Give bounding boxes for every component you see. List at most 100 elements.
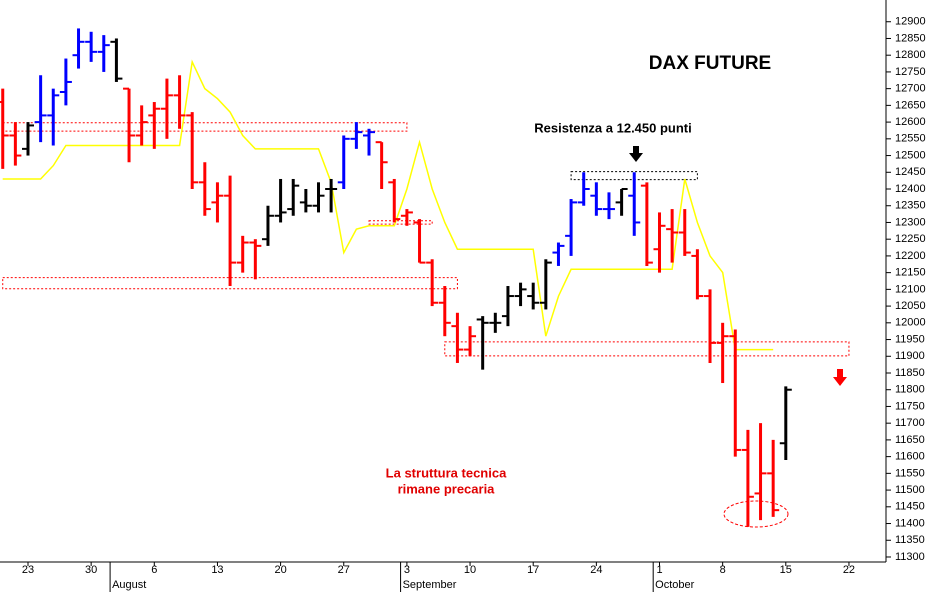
annotation: La struttura tecnica xyxy=(386,465,507,480)
ohlc-bar xyxy=(135,105,148,146)
ohlc-bar xyxy=(779,386,792,460)
ohlc-bar xyxy=(123,87,136,163)
indicator-line xyxy=(2,59,774,351)
resistance-zone xyxy=(368,220,433,225)
annotation: rimane precaria xyxy=(398,481,496,496)
arrow xyxy=(629,146,643,162)
y-tick-label: 12050 xyxy=(895,300,926,312)
ohlc-bar xyxy=(261,205,274,246)
y-tick-label: 12900 xyxy=(895,16,926,28)
ohlc-bar xyxy=(337,135,350,190)
ohlc-bar xyxy=(249,239,262,280)
ohlc-bar xyxy=(451,312,464,363)
y-tick-label: 12800 xyxy=(895,49,926,61)
y-tick-label: 11650 xyxy=(895,434,925,446)
ohlc-bar xyxy=(72,28,85,69)
y-tick-label: 12100 xyxy=(895,283,926,295)
x-tick-label: 20 xyxy=(274,564,286,576)
ohlc-bar xyxy=(22,122,34,156)
ohlc-bar xyxy=(325,178,338,213)
y-tick-label: 11700 xyxy=(895,417,925,429)
y-tick-label: 12750 xyxy=(895,66,926,78)
ohlc-bar xyxy=(198,162,211,216)
ohlc-bar xyxy=(666,209,679,263)
y-tick-label: 11900 xyxy=(895,350,925,362)
ohlc-bar xyxy=(704,289,717,363)
ohlc-bar xyxy=(211,182,224,223)
ohlc-bar xyxy=(173,75,186,129)
x-tick-label: 22 xyxy=(843,564,855,576)
y-tick-label: 12850 xyxy=(895,32,926,44)
y-tick-label: 12350 xyxy=(895,200,926,212)
ohlc-bar xyxy=(148,102,161,149)
ohlc-bar xyxy=(464,326,477,357)
chart-title: DAX FUTURE xyxy=(649,53,771,74)
x-tick-label: 13 xyxy=(211,564,223,576)
x-tick-label: 8 xyxy=(720,564,726,576)
y-tick-label: 12300 xyxy=(895,216,926,228)
ohlc-bar xyxy=(489,312,502,333)
ohlc-bar xyxy=(388,178,401,223)
y-tick-label: 12650 xyxy=(895,99,926,111)
annotation: Resistenza a 12.450 punti xyxy=(534,120,692,135)
ohlc-bar xyxy=(236,235,249,273)
ohlc-bar xyxy=(565,199,578,256)
ohlc-bar xyxy=(653,212,666,273)
ohlc-bar xyxy=(363,128,376,156)
y-tick-label: 12250 xyxy=(895,233,926,245)
ohlc-bar xyxy=(59,58,72,106)
month-label: August xyxy=(112,579,146,591)
ohlc-bar xyxy=(299,189,312,213)
ohlc-bar xyxy=(590,182,603,216)
ohlc-bar xyxy=(767,439,780,517)
y-tick-label: 11750 xyxy=(895,400,925,412)
ohlc-bar xyxy=(716,322,729,384)
ohlc-bar xyxy=(186,112,199,190)
resistance-zone xyxy=(2,277,458,290)
y-tick-label: 12600 xyxy=(895,116,926,128)
x-tick-label: 6 xyxy=(151,564,157,576)
ohlc-bar xyxy=(438,286,451,337)
y-tick-label: 11500 xyxy=(895,484,925,496)
ohlc-bar xyxy=(539,259,552,310)
y-tick-label: 12000 xyxy=(895,317,926,329)
ohlc-bar xyxy=(0,88,9,169)
ohlc-bar xyxy=(615,188,628,216)
ohlc-bar xyxy=(375,141,388,190)
ohlc-bar xyxy=(678,209,691,256)
y-tick-label: 12400 xyxy=(895,183,926,195)
ohlc-bar xyxy=(691,249,704,300)
ohlc-bar xyxy=(577,172,590,206)
ohlc-bar xyxy=(476,316,489,370)
x-tick-label: 30 xyxy=(85,564,97,576)
ohlc-bar xyxy=(350,122,363,149)
resistance-zone xyxy=(444,341,850,357)
x-tick-label: 1 xyxy=(656,564,662,576)
y-tick-label: 12200 xyxy=(895,250,926,262)
ohlc-bar xyxy=(34,75,47,143)
ohlc-bar xyxy=(754,423,767,521)
ohlc-bar xyxy=(85,31,98,62)
x-tick-label: 27 xyxy=(338,564,350,576)
x-tick-label: 23 xyxy=(22,564,34,576)
ohlc-bar xyxy=(527,282,540,310)
month-label: September xyxy=(403,579,457,591)
ohlc-bar xyxy=(274,178,287,223)
ohlc-bar xyxy=(312,182,325,213)
ohlc-bar xyxy=(628,172,641,236)
ohlc-bar xyxy=(224,175,237,287)
x-tick-label: 15 xyxy=(780,564,792,576)
ohlc-bar xyxy=(501,286,514,327)
ohlc-bar xyxy=(413,219,426,264)
x-tick-label: 3 xyxy=(404,564,410,576)
ohlc-bar xyxy=(9,122,22,166)
y-tick-label: 11950 xyxy=(895,333,925,345)
y-tick-label: 12700 xyxy=(895,83,926,95)
y-tick-label: 11400 xyxy=(895,517,925,529)
ohlc-bar xyxy=(552,242,565,266)
y-tick-label: 11450 xyxy=(895,501,925,513)
ohlc-bar xyxy=(602,192,615,220)
month-label: October xyxy=(655,579,694,591)
